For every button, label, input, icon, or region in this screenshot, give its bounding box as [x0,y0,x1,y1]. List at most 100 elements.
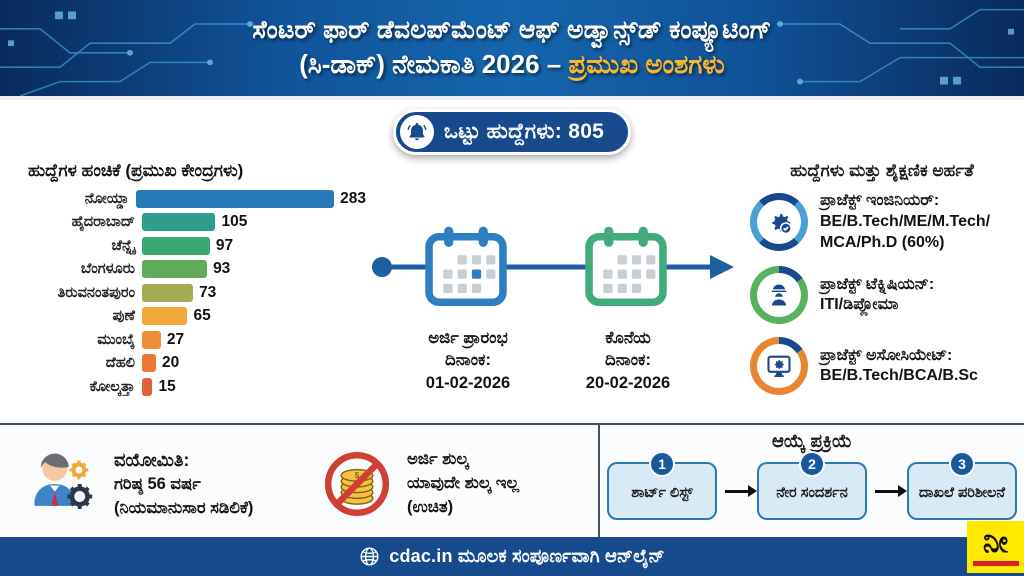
chart-value-label: 20 [161,354,180,372]
fee-line2: ಯಾವುದೇ ಶುಲ್ಕ ಇಲ್ಲ [407,474,520,493]
channel-logo: ನೀ [967,521,1024,573]
start-date-value: 01-02-2026 [425,373,511,392]
step-number-badge: 3 [949,451,975,477]
application-timeline: ಅರ್ಜಿ ಪ್ರಾರಂಭ ದಿನಾಂಕ: 01-02-2026 ಕೊನೆಯ ದ… [366,159,736,423]
chart-bar [142,236,210,255]
chart-category-label: ತಿರುವನಂತಪುರಂ [57,284,135,301]
step-number-badge: 1 [649,451,675,477]
qualification-value: BE/B.Tech/BCA/B.Sc [820,367,978,385]
qualification-label: ಪ್ರಾಜೆಕ್ಟ್ ಇಂಜಿನಿಯರ್: [820,192,940,209]
chart-bar [136,189,335,208]
timeline-arrowhead [710,255,734,279]
no-fee-coins-icon: $ [324,451,390,517]
footer-bar: cdac.in ಮೂಲಕ ಸಂಪೂರ್ಣವಾಗಿ ಆನ್‌ಲೈನ್ [0,537,1024,576]
qualification-text: ಪ್ರಾಜೆಕ್ಟ್ ಅಸೋಸಿಯೇಟ್: BE/B.Tech/BCA/B.Sc [820,346,978,388]
chart-bar-row: ಪುಣೆ 65 [14,307,366,327]
step-document-verification: 3 ದಾಖಲೆ ಪರಿಶೀಲನೆ [907,451,1017,520]
calendar-green-icon [585,226,667,307]
chart-category-label: ನೋಯ್ಡಾ [84,190,130,207]
start-date-label: ಅರ್ಜಿ ಪ್ರಾರಂಭ ದಿನಾಂಕ: 01-02-2026 [388,327,548,394]
header-banner: ಸೆಂಟರ್ ಫಾರ್ ಡೆವಲಪ್‌ಮೆಂಟ್ ಆಫ್ ಅಡ್ವಾನ್ಸ್‌ಡ… [0,0,1024,100]
chart-category-label: ಚೆನ್ನೈ [111,237,135,254]
chart-bar-row: ಹೈದರಾಬಾದ್ 105 [14,213,366,233]
chart-value-label: 97 [215,236,234,254]
fee-line1: ಅರ್ಜಿ ಶುಲ್ಕ [407,450,469,469]
qualification-label: ಪ್ರಾಜೆಕ್ಟ್ ಟೆಕ್ನಿಷಿಯನ್: [820,275,935,293]
circuit-pattern-decoration [0,8,1024,96]
chart-bar [142,213,216,232]
title-line1: ಸೆಂಟರ್ ಫಾರ್ ಡೆವಲಪ್‌ಮೆಂಟ್ ಆಫ್ ಅಡ್ವಾನ್ಸ್‌ಡ… [252,15,772,44]
end-date-label: ಕೊನೆಯ ದಿನಾಂಕ: 20-02-2026 [548,327,708,394]
qualification-label: ಪ್ರಾಜೆಕ್ಟ್ ಅಸೋಸಿಯೇಟ್: [820,346,953,364]
title-line2: (ಸಿ-ಡಾಕ್) ನೇಮಕಾತಿ 2026 – ಪ್ರಮುಖ ಅಂಶಗಳು [299,47,725,82]
step-arrow-icon [875,484,907,497]
timeline-axis [372,255,734,279]
qualification-item-technician: ಪ್ರಾಜೆಕ್ಟ್ ಟೆಕ್ನಿಷಿಯನ್: ITI/ಡಿಪ್ಲೋಮಾ [750,266,1014,325]
bottom-strip: ವಯೋಮಿತಿ: ಗರಿಷ್ಠ 56 ವರ್ಷ (ನಿಯಮಾನುಸಾರ ಸಡಿಲ… [0,423,1024,543]
channel-logo-text: ನೀ [982,526,1009,559]
chart-category-label: ಪುಣೆ [112,308,135,325]
chart-category-label: ದೆಹಲಿ [105,355,135,372]
step-interview: 2 ನೇರ ಸಂದರ್ಶನ [757,451,867,520]
age-limit-text: ವಯೋಮಿತಿ: ಗರಿಷ್ಠ 56 ವರ್ಷ (ನಿಯಮಾನುಸಾರ ಸಡಿಲ… [114,447,253,521]
chart-title: ಹುದ್ದೆಗಳ ಹಂಚಿಕೆ (ಪ್ರಮುಖ ಕೇಂದ್ರಗಳು) [28,161,244,180]
end-date-value: 20-02-2026 [585,373,671,392]
chart-bar-row: ತಿರುವನಂತಪುರಂ 73 [14,283,366,303]
selection-process-title: ಆಯ್ಕೆ ಪ್ರಕ್ರಿಯೆ [771,431,853,451]
fee-line3: (ಉಚಿತ) [407,497,454,516]
title-line2-highlight: ಪ್ರಮುಖ ಅಂಶಗಳು [568,49,725,80]
total-posts-label: ಒಟ್ಟು ಹುದ್ದೆಗಳು: 805 [443,120,605,143]
age-limit-item: ವಯೋಮಿತಿ: ಗರಿಷ್ಠ 56 ವರ್ಷ (ನಿಯಮಾನುಸಾರ ಸಡಿಲ… [0,425,299,543]
qualification-item-associate: ಪ್ರಾಜೆಕ್ಟ್ ಅಸೋಸಿಯೇಟ್: BE/B.Tech/BCA/B.Sc [750,337,1014,396]
monitor-gear-icon [750,337,808,396]
qualification-value: BE/B.Tech/ME/M.Tech/ MCA/Ph.D (60%) [820,212,991,251]
step-label: ದಾಖಲೆ ಪರಿಶೀಲನೆ [918,484,1006,501]
age-and-fee-panel: ವಯೋಮಿತಿ: ಗರಿಷ್ಠ 56 ವರ್ಷ (ನಿಯಮಾನುಸಾರ ಸಡಿಲ… [0,425,600,543]
chart-rows: ನೋಯ್ಡಾ 283 ಹೈದರಾಬಾದ್ 105 ಚೆನ್ನೈ 97 ಬೆಂಗಳೂರು 93 ತ… [14,189,366,397]
chart-bar-row: ಚೆನ್ನೈ 97 [14,236,366,256]
calendar-highlight-day [471,269,482,279]
application-fee-item: $ ಅರ್ಜಿ ಶುಲ್ಕ ಯಾವುದೇ ಶುಲ್ಕ ಇಲ್ಲ (ಉಚಿತ) [299,425,598,543]
step-label: ಶಾರ್ಟ್ ಲಿಸ್ಟ್ [631,484,693,501]
main-content: ಹುದ್ದೆಗಳ ಹಂಚಿಕೆ (ಪ್ರಮುಖ ಕೇಂದ್ರಗಳು) ನೋಯ್ಡ… [0,155,1024,423]
chart-value-label: 105 [221,213,248,231]
selection-process-panel: ಆಯ್ಕೆ ಪ್ರಕ್ರಿಯೆ 1 ಶಾರ್ಟ್ ಲಿಸ್ಟ್ 2 ನೇರ ಸಂ… [600,425,1024,543]
chart-value-label: 93 [213,260,231,278]
age-limit-value: ಗರಿಷ್ಠ 56 ವರ್ಷ [114,475,201,494]
qualifications-section: ಹುದ್ದೆಗಳು ಮತ್ತು ಶೈಕ್ಷಣಿಕ ಅರ್ಹತೆ ಪ್ರಾಜೆಕ್… [736,159,1014,423]
posts-distribution-chart: ಹುದ್ದೆಗಳ ಹಂಚಿಕೆ (ಪ್ರಮುಖ ಕೇಂದ್ರಗಳು) ನೋಯ್ಡ… [14,159,366,423]
chart-category-label: ಹೈದರಾಬಾದ್ [71,214,135,231]
chart-category-label: ಕೋಲ್ಕತ್ತಾ [89,378,135,395]
qualification-value: ITI/ಡಿಪ್ಲೋಮಾ [820,296,899,314]
age-note: (ನಿಯಮಾನುಸಾರ ಸಡಿಲಿಕೆ) [114,499,254,518]
qualification-item-engineer: ಪ್ರಾಜೆಕ್ಟ್ ಇಂಜಿನಿಯರ್: BE/B.Tech/ME/M.Tec… [750,191,1014,253]
worker-icon [750,266,808,325]
chart-category-label: ಬೆಂಗಳೂರು [80,261,135,278]
qualifications-title: ಹುದ್ದೆಗಳು ಮತ್ತು ಶೈಕ್ಷಣಿಕ ಅರ್ಹತೆ [790,161,974,180]
chart-bar-row: ಬೆಂಗಳೂರು 93 [14,260,366,280]
chart-bar-row: ದೆಹಲಿ 20 [14,354,366,374]
chart-bar [142,307,188,326]
globe-icon [360,547,379,566]
chart-value-label: 27 [166,330,185,348]
step-number-badge: 2 [799,451,825,477]
gear-check-icon [750,193,808,252]
bell-icon [399,115,434,149]
chart-value-label: 73 [199,283,217,301]
qualification-text: ಪ್ರಾಜೆಕ್ಟ್ ಟೆಕ್ನಿಷಿಯನ್: ITI/ಡಿಪ್ಲೋಮಾ [820,275,934,317]
chart-value-label: 15 [158,377,176,395]
step-shortlist: 1 ಶಾರ್ಟ್ ಲಿಸ್ಟ್ [607,451,717,520]
footer-website-text[interactable]: cdac.in ಮೂಲಕ ಸಂಪೂರ್ಣವಾಗಿ ಆನ್‌ಲೈನ್ [389,546,665,566]
timeline-start-dot [372,257,392,277]
chart-bar [142,260,208,279]
chart-bar [142,330,161,349]
chart-category-label: ಮುಂಬೈ [97,331,135,348]
calendar-blue-icon [425,226,507,307]
chart-bar-row: ನೋಯ್ಡಾ 283 [14,189,366,209]
chart-bar [142,377,153,396]
chart-bar-row: ಕೋಲ್ಕತ್ತಾ 15 [14,377,366,397]
chart-bar [142,354,156,373]
chart-value-label: 65 [193,307,211,325]
age-title: ವಯೋಮಿತಿ: [114,450,190,471]
qualification-text: ಪ್ರಾಜೆಕ್ಟ್ ಇಂಜಿನಿಯರ್: BE/B.Tech/ME/M.Tec… [820,191,1014,253]
